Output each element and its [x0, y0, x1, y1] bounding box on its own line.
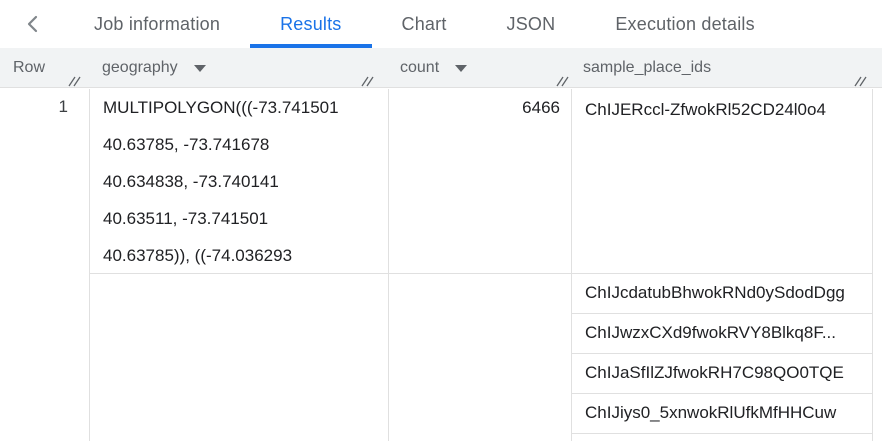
tab-results[interactable]: Results	[250, 0, 372, 48]
tab-json[interactable]: JSON	[477, 0, 586, 48]
nested-row-separator	[572, 313, 872, 314]
sample-place-id-cell: ChIJERccl-ZfwokRl52CD24l0o4	[585, 100, 826, 119]
column-resize-icon[interactable]	[556, 74, 571, 87]
active-tab-underline	[250, 44, 372, 48]
nested-row-separator	[572, 353, 872, 354]
tab-execution-details[interactable]: Execution details	[585, 0, 784, 48]
back-button[interactable]	[0, 0, 64, 48]
column-header-count: count	[400, 48, 468, 87]
column-header-row: Row	[13, 48, 45, 87]
results-tab-bar: Job information Results Chart JSON Execu…	[0, 0, 882, 48]
geography-cell: MULTIPOLYGON(((-73.741501 40.63785, -73.…	[103, 89, 385, 274]
table-body: 1 MULTIPOLYGON(((-73.741501 40.63785, -7…	[0, 89, 882, 441]
sample-place-id-cell: ChIJiys0_5xnwokRlUfkMfHHCuw	[585, 403, 837, 422]
column-header-label: Row	[13, 58, 46, 76]
column-header-sample-place-ids: sample_place_ids	[583, 48, 711, 87]
nested-row-separator	[572, 433, 872, 434]
count-cell: 6466	[522, 98, 560, 117]
geography-line: 40.63785)), ((-74.036293	[103, 246, 293, 265]
geography-line: 40.63511, -73.741501	[103, 209, 269, 228]
geography-line: 40.63785, -73.741678	[103, 135, 270, 154]
sample-place-id-cell: ChIJcdatubBhwokRNd0ySdodDgg	[585, 283, 845, 302]
column-resize-icon[interactable]	[68, 74, 83, 87]
chevron-left-icon	[27, 15, 38, 33]
tab-label: Execution details	[615, 13, 755, 34]
sort-caret-down-icon[interactable]	[455, 65, 468, 72]
grid-vline	[571, 89, 572, 441]
tab-label: JSON	[506, 13, 556, 34]
grid-vline	[388, 89, 389, 441]
column-header-geography: geography	[102, 48, 206, 87]
tab-chart[interactable]: Chart	[372, 0, 477, 48]
tab-label: Job information	[94, 13, 221, 34]
sort-caret-down-icon[interactable]	[193, 65, 206, 72]
grid-vline	[872, 89, 873, 441]
geography-line: MULTIPOLYGON(((-73.741501	[103, 98, 339, 117]
sample-place-id-cell: ChIJwzxCXd9fwokRVY8Blkq8F...	[585, 323, 837, 342]
column-header-label: geography	[102, 58, 178, 76]
table-header-row: Row geography count sample_place_ids	[0, 48, 882, 88]
column-resize-icon[interactable]	[361, 74, 376, 87]
column-header-label: sample_place_ids	[583, 58, 712, 76]
column-resize-icon[interactable]	[854, 74, 869, 87]
sample-place-id-cell: ChIJaSfIlZJfwokRH7C98QO0TQE	[585, 363, 844, 382]
row-separator	[90, 273, 872, 274]
row-number-cell: 1	[58, 97, 68, 116]
grid-vline	[89, 89, 90, 441]
tab-label: Results	[280, 13, 342, 34]
column-header-label: count	[400, 58, 440, 76]
geography-line: 40.634838, -73.740141	[103, 172, 279, 191]
nested-row-separator	[572, 393, 872, 394]
tab-label: Chart	[401, 13, 447, 34]
tab-job-information[interactable]: Job information	[64, 0, 250, 48]
